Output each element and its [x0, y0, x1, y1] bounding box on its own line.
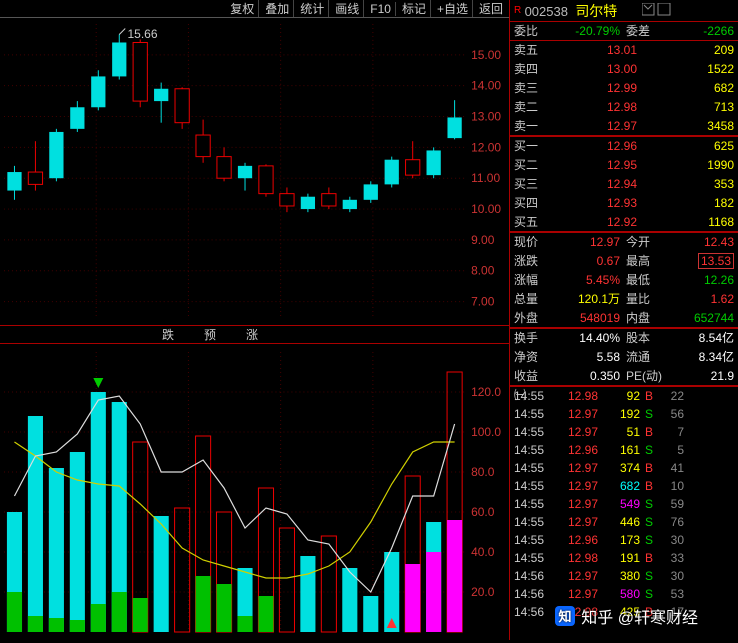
svg-text:14.00: 14.00	[471, 79, 501, 93]
sell-row-4: 卖一12.973458	[510, 117, 738, 136]
info-row: 现价12.97今开12.43	[510, 233, 738, 252]
sell-row-1: 卖四13.001522	[510, 60, 738, 79]
svg-text:20.0: 20.0	[471, 585, 495, 599]
svg-text:10.00: 10.00	[471, 202, 501, 216]
toolbar-统计[interactable]: 统计	[296, 0, 329, 17]
buy-row-2: 买三12.94353	[510, 175, 738, 194]
svg-text:120.0: 120.0	[471, 385, 501, 399]
toolbar-F10[interactable]: F10	[366, 2, 396, 16]
tick-row: 14:5512.97549S59	[510, 495, 738, 513]
svg-text:13.00: 13.00	[471, 110, 501, 124]
svg-text:知: 知	[559, 609, 572, 624]
svg-text:80.0: 80.0	[471, 465, 495, 479]
tick-row: 14:5512.96173S30	[510, 531, 738, 549]
weicha-label: 委差	[626, 22, 660, 40]
stats-grid: 换手14.40%股本8.54亿净资5.58流通8.34亿收益㈠0.350PE(动…	[510, 329, 738, 386]
info-row: 换手14.40%股本8.54亿	[510, 329, 738, 348]
tick-row: 14:5512.97192S56	[510, 405, 738, 423]
svg-text:11.00: 11.00	[471, 171, 500, 185]
toolbar-画线[interactable]: 画线	[331, 0, 364, 17]
bookmark-toggle[interactable]	[642, 3, 682, 17]
svg-text:9.00: 9.00	[471, 233, 495, 247]
toolbar-标记[interactable]: 标记	[398, 0, 431, 17]
buy-row-3: 买四12.93182	[510, 194, 738, 213]
svg-text:15.00: 15.00	[471, 48, 501, 62]
tick-row: 14:5512.97446S76	[510, 513, 738, 531]
buy-orders: 买一12.96625买二12.951990买三12.94353买四12.9318…	[510, 137, 738, 232]
svg-text:100.0: 100.0	[471, 425, 501, 439]
watermark: 知 知乎 @轩寒财经	[555, 604, 698, 628]
tick-row: 14:5512.9892B22	[510, 387, 738, 405]
toolbar-叠加[interactable]: 叠加	[261, 0, 294, 17]
candlestick-chart[interactable]: 15.00 14.00 13.00 12.00 11.00 10.00 9.00 8.00 7.…	[0, 18, 509, 326]
svg-text:8.00: 8.00	[471, 264, 495, 278]
buy-row-1: 买二12.951990	[510, 156, 738, 175]
weibi-label: 委比	[510, 22, 546, 40]
stock-name: 司尔特	[575, 3, 617, 19]
info-row: 外盘548019内盘652744	[510, 309, 738, 328]
info-row: 涨幅5.45%最低12.26	[510, 271, 738, 290]
indicator-row: 跌预涨	[0, 326, 509, 344]
tick-row: 14:5512.96161S5	[510, 441, 738, 459]
stock-code: 002538	[525, 4, 568, 19]
stock-r-flag: R	[514, 5, 521, 16]
high-price-label: 15.66	[128, 27, 158, 41]
info-row: 净资5.58流通8.34亿	[510, 348, 738, 367]
tick-row: 14:5512.97374B41	[510, 459, 738, 477]
weicha-value: -2266	[660, 22, 738, 40]
tick-row: 14:5512.9751B7	[510, 423, 738, 441]
weibi-value: -20.79%	[546, 22, 626, 40]
sell-row-3: 卖二12.98713	[510, 98, 738, 117]
weibi-row: 委比 -20.79% 委差 -2266	[510, 22, 738, 41]
svg-text:40.0: 40.0	[471, 545, 495, 559]
tick-row: 14:5512.98191B33	[510, 549, 738, 567]
info-row: 涨跌0.67最高13.53	[510, 252, 738, 271]
toolbar: 复权叠加统计画线F10标记+自选返回	[0, 0, 509, 18]
info-row: 收益㈠0.350PE(动)21.9	[510, 367, 738, 386]
tick-row: 14:5612.97580S53	[510, 585, 738, 603]
tick-list[interactable]: 14:5512.9892B2214:5512.97192S5614:5512.9…	[510, 387, 738, 640]
sell-row-0: 卖五13.01209	[510, 41, 738, 60]
svg-text:12.00: 12.00	[471, 140, 501, 154]
sell-orders: 卖五13.01209卖四13.001522卖三12.99682卖二12.9871…	[510, 41, 738, 136]
svg-text:60.0: 60.0	[471, 505, 495, 519]
toolbar-返回[interactable]: 返回	[475, 0, 507, 17]
info-row: 总量120.1万量比1.62	[510, 290, 738, 309]
toolbar-复权[interactable]: 复权	[226, 0, 259, 17]
stock-header: R 002538 司尔特	[510, 0, 738, 22]
quote-grid: 现价12.97今开12.43涨跌0.67最高13.53涨幅5.45%最低12.2…	[510, 233, 738, 328]
buy-row-0: 买一12.96625	[510, 137, 738, 156]
toolbar-+自选[interactable]: +自选	[433, 0, 473, 17]
volume-chart[interactable]: 120.0 100.0 80.0 60.0 40.0 20.0	[0, 344, 509, 640]
svg-text:7.00: 7.00	[471, 295, 495, 309]
tick-row: 14:5612.97380S30	[510, 567, 738, 585]
sell-row-2: 卖三12.99682	[510, 79, 738, 98]
buy-row-4: 买五12.921168	[510, 213, 738, 232]
tick-row: 14:5512.97682B10	[510, 477, 738, 495]
